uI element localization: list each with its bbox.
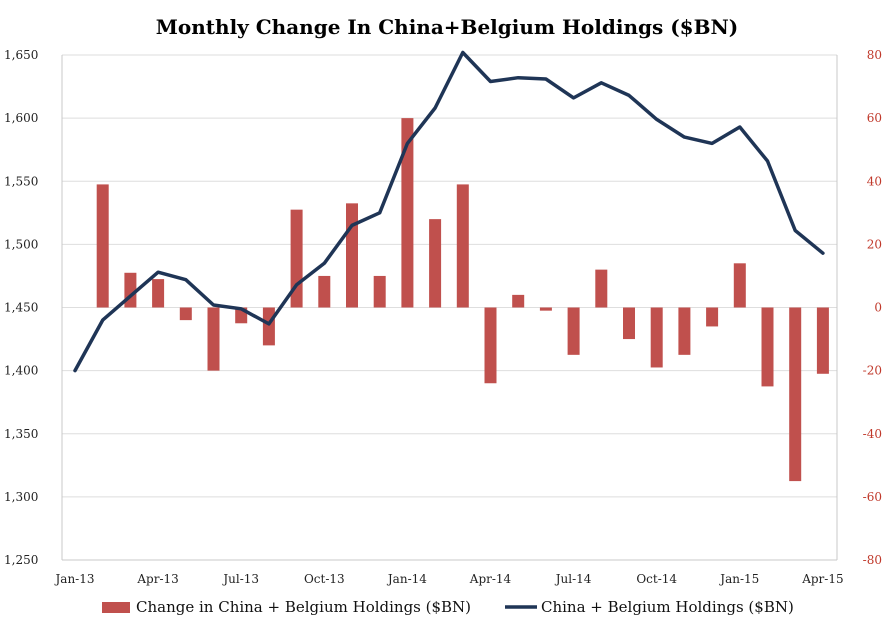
line-series [73, 50, 825, 373]
bar [678, 307, 691, 355]
left-tick-label: 1,500 [4, 237, 38, 251]
x-tick-label: Apr-13 [136, 572, 178, 586]
right-tick-label: -40 [863, 427, 882, 441]
bar [567, 307, 580, 355]
x-tick-label: Jul-13 [221, 572, 259, 586]
bar [733, 263, 746, 308]
x-tick-label: Apr-15 [801, 572, 843, 586]
chart-title: Monthly Change In China+Belgium Holdings… [156, 15, 738, 39]
bar [595, 269, 608, 308]
x-axis-ticks: Jan-13 Apr-13 Jul-13 Oct-13 Jan-14 Apr-14 Jul-… [53, 572, 843, 586]
right-tick-label: 40 [867, 174, 882, 188]
bar [124, 272, 137, 308]
legend: Change in China + Belgium Holdings ($BN)… [102, 598, 794, 616]
bar [456, 184, 469, 308]
left-tick-label: 1,600 [4, 111, 38, 125]
left-axis-ticks: 1,250 1,300 1,350 1,400 1,450 1,500 1,550 1,600… [4, 48, 38, 567]
left-tick-label: 1,300 [4, 490, 38, 504]
bar [179, 307, 192, 321]
bar [262, 307, 275, 346]
bar [623, 307, 635, 340]
bar [706, 307, 719, 327]
left-tick-label: 1,650 [4, 48, 38, 62]
x-tick-label: Oct-14 [636, 572, 677, 586]
left-tick-label: 1,400 [4, 364, 38, 378]
left-tick-label: 1,250 [4, 553, 38, 567]
left-tick-label: 1,450 [4, 301, 38, 315]
series-line [73, 50, 825, 373]
bar [789, 307, 802, 482]
bar [512, 294, 525, 308]
right-tick-label: -20 [863, 364, 882, 378]
gridlines [61, 54, 838, 561]
bar [96, 184, 109, 308]
bar [429, 219, 442, 308]
right-axis-ticks: -80 -60 -40 -20 0 20 40 60 80 [863, 48, 882, 567]
bar [484, 307, 497, 384]
bar [539, 307, 552, 311]
right-tick-label: 0 [874, 301, 882, 315]
x-tick-label: Apr-14 [469, 572, 512, 586]
bar [761, 307, 774, 387]
right-tick-label: -60 [863, 490, 882, 504]
right-tick-label: 60 [867, 111, 882, 125]
right-tick-label: -80 [863, 553, 882, 567]
x-tick-label: Jan-13 [53, 572, 94, 586]
bar [816, 307, 829, 374]
legend-swatch-bar [102, 602, 130, 613]
right-tick-label: 20 [867, 237, 882, 251]
x-tick-label: Jan-14 [386, 572, 427, 586]
x-tick-label: Jul-14 [554, 572, 592, 586]
bar [346, 203, 358, 308]
bar [401, 118, 414, 308]
bar-series [96, 118, 829, 482]
bar [318, 275, 331, 308]
bar [207, 307, 220, 371]
bar [152, 279, 165, 308]
bar [373, 275, 386, 308]
legend-label-bar: Change in China + Belgium Holdings ($BN) [136, 598, 471, 616]
right-tick-label: 80 [867, 48, 882, 62]
left-tick-label: 1,550 [4, 174, 38, 188]
bar [650, 307, 663, 368]
x-tick-label: Jan-15 [718, 572, 759, 586]
legend-label-line: China + Belgium Holdings ($BN) [541, 598, 794, 616]
x-tick-label: Oct-13 [304, 572, 345, 586]
left-tick-label: 1,350 [4, 427, 38, 441]
